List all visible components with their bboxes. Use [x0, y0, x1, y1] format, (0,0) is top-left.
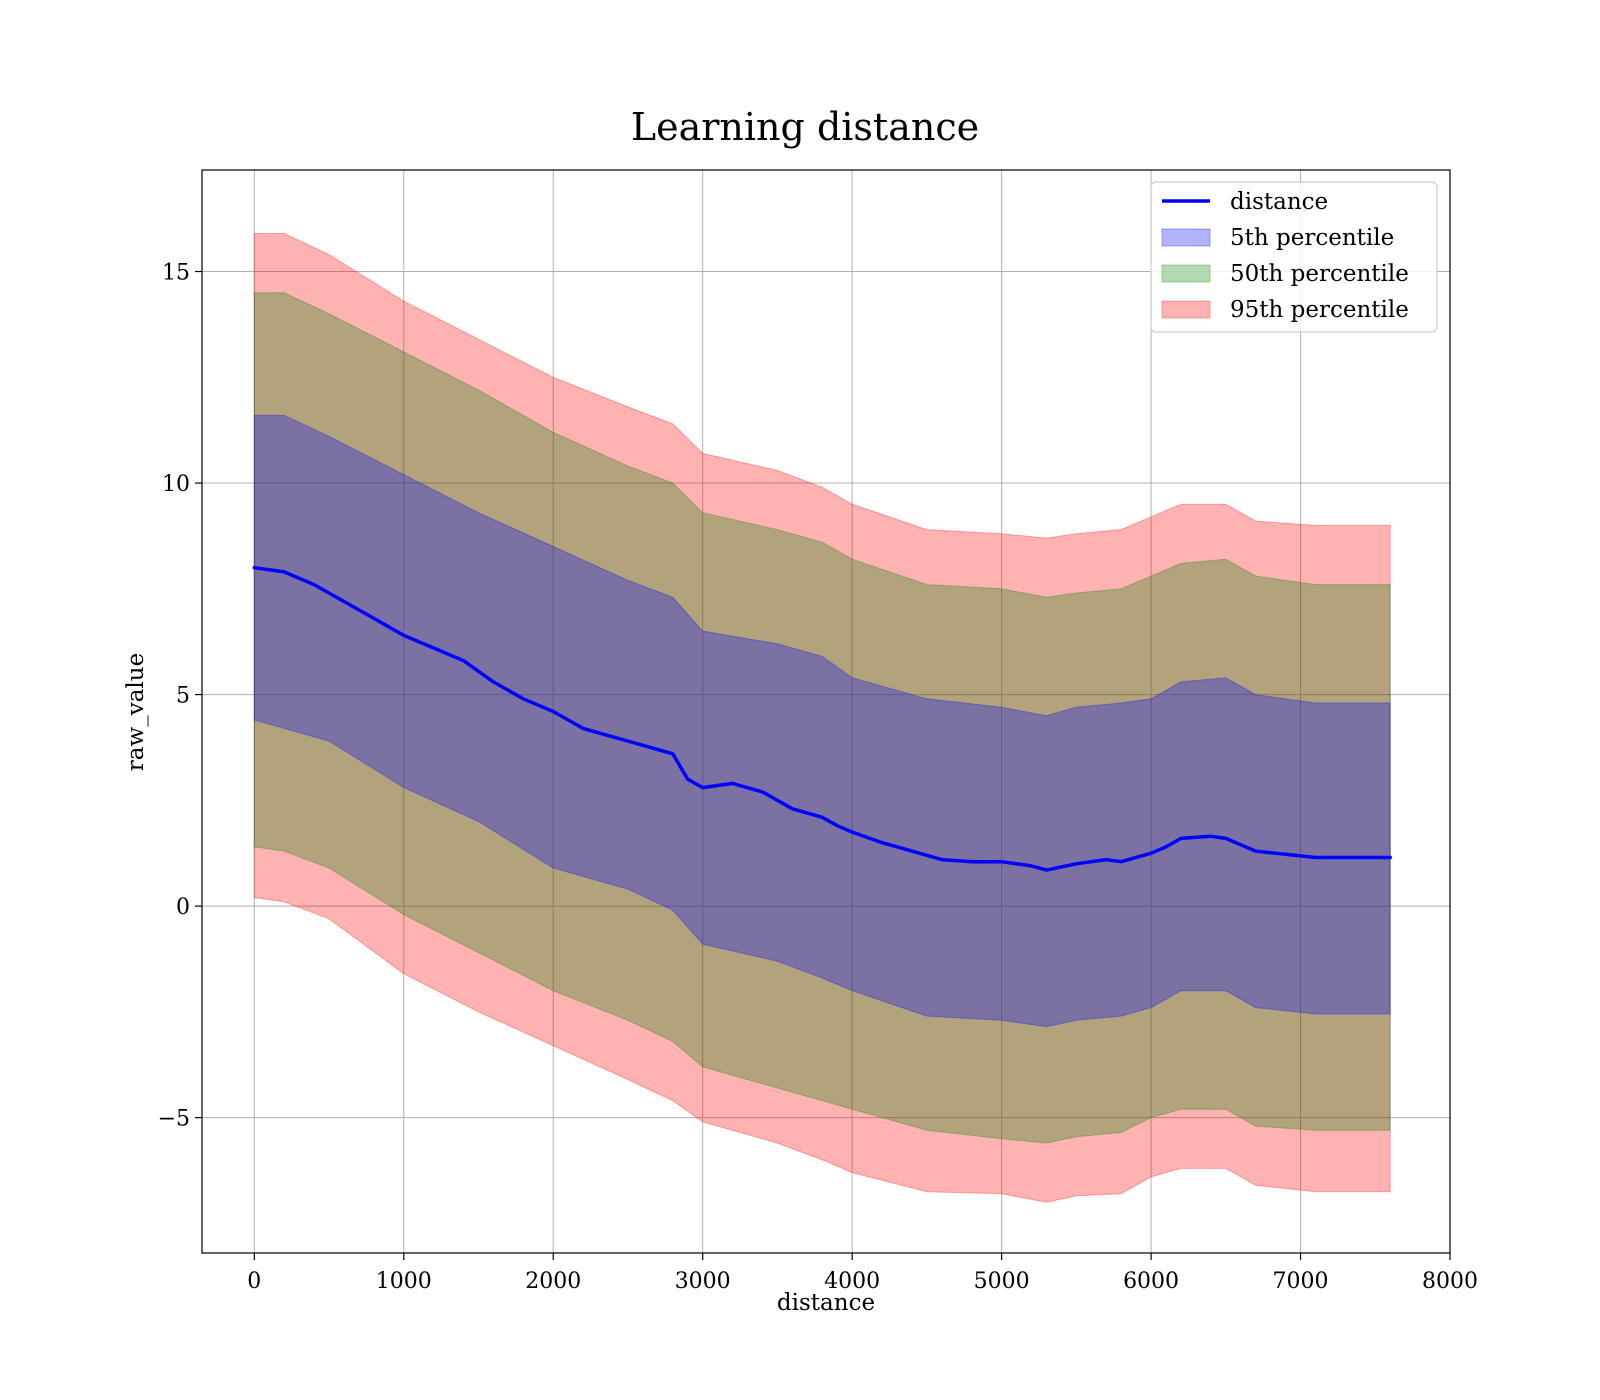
- y-tick-label: 15: [162, 261, 190, 286]
- y-tick-label: 5: [176, 684, 190, 709]
- x-tick-label: 4000: [824, 1269, 880, 1294]
- band-5th-percentile: [253, 414, 1391, 1028]
- legend-label-5th: 5th percentile: [1230, 225, 1394, 251]
- band-95th-percentile: [253, 233, 1391, 1203]
- x-tick-label: 8000: [1422, 1269, 1478, 1294]
- legend-swatch-5th: [1161, 228, 1211, 247]
- x-tick-label: 0: [247, 1269, 261, 1294]
- y-axis-ticks: −5 0 5 10 15: [158, 261, 202, 1132]
- x-tick-label: 1000: [376, 1269, 432, 1294]
- x-tick-label: 7000: [1273, 1269, 1329, 1294]
- legend-label-50th: 50th percentile: [1230, 261, 1409, 287]
- y-tick-label: 10: [162, 472, 190, 497]
- band-layer: [253, 233, 1391, 1203]
- band-50th-percentile: [253, 292, 1391, 1144]
- plot-frame: [201, 169, 1451, 1254]
- x-axis-ticks: 0 1000 2000 3000 4000 5000 6000 7000 8000: [247, 1253, 1478, 1294]
- legend: distance 5th percentile 50th percentile …: [1150, 181, 1438, 333]
- y-tick-label: 0: [176, 895, 190, 920]
- x-tick-label: 2000: [525, 1269, 581, 1294]
- line-layer: [252, 565, 1392, 872]
- legend-swatch-50th: [1161, 264, 1211, 283]
- legend-swatch-95th: [1161, 300, 1211, 319]
- x-tick-label: 3000: [675, 1269, 731, 1294]
- y-axis-label: raw_value: [123, 653, 149, 771]
- legend-box: [1150, 181, 1438, 333]
- legend-label-95th: 95th percentile: [1230, 297, 1409, 323]
- x-axis-label: distance: [777, 1290, 875, 1316]
- x-tick-label: 5000: [974, 1269, 1030, 1294]
- series-line-distance: [252, 565, 1392, 872]
- legend-label-distance: distance: [1230, 189, 1328, 215]
- y-tick-label: −5: [158, 1107, 190, 1132]
- x-tick-label: 6000: [1123, 1269, 1179, 1294]
- chart-title: Learning distance: [631, 105, 979, 149]
